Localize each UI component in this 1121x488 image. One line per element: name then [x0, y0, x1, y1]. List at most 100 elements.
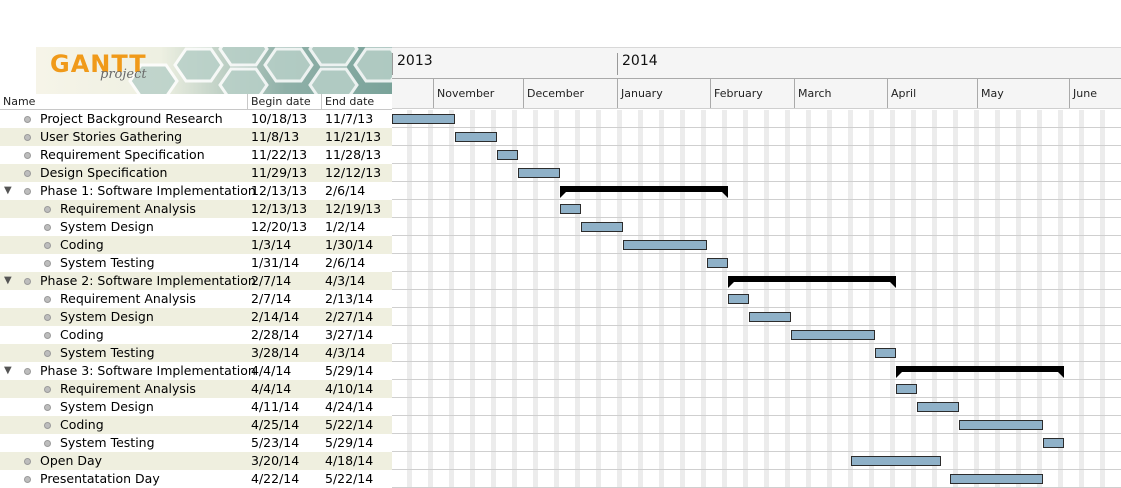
- task-name: System Testing: [60, 255, 155, 270]
- task-row[interactable]: Design Specification 11/29/13 12/12/13: [0, 164, 392, 182]
- task-row[interactable]: Presentatation Day 4/22/14 5/22/14: [0, 470, 392, 488]
- task-bar[interactable]: [896, 384, 917, 394]
- task-end-date: 11/21/13: [325, 129, 382, 144]
- weekend-shade: [449, 110, 454, 488]
- row-gridline: [392, 235, 1121, 236]
- task-bullet-icon: [24, 476, 31, 483]
- weekend-shade: [806, 110, 811, 488]
- task-bar[interactable]: [950, 474, 1043, 484]
- task-end-date: 3/27/14: [325, 327, 374, 342]
- task-row[interactable]: User Stories Gathering 11/8/13 11/21/13: [0, 128, 392, 146]
- task-row[interactable]: System Testing 1/31/14 2/6/14: [0, 254, 392, 272]
- task-bullet-icon: [44, 296, 51, 303]
- task-row[interactable]: Requirement Analysis 2/7/14 2/13/14: [0, 290, 392, 308]
- weekend-shade: [407, 110, 412, 488]
- column-header-end-date[interactable]: End date: [321, 94, 393, 109]
- column-header-name[interactable]: Name: [3, 95, 36, 108]
- row-gridline: [392, 217, 1121, 218]
- task-begin-date: 12/20/13: [251, 219, 308, 234]
- weekend-shade: [848, 110, 853, 488]
- weekend-shade: [932, 110, 937, 488]
- weekend-shade: [1079, 110, 1084, 488]
- year-label: 2014: [617, 53, 658, 75]
- month-label: May: [977, 79, 1004, 109]
- task-end-date: 12/19/13: [325, 201, 382, 216]
- task-row[interactable]: System Design 12/20/13 1/2/14: [0, 218, 392, 236]
- column-header-begin-date[interactable]: Begin date: [247, 94, 321, 109]
- task-bar[interactable]: [455, 132, 497, 142]
- task-bullet-icon: [44, 350, 51, 357]
- weekend-shade: [701, 110, 706, 488]
- task-bar[interactable]: [707, 258, 728, 268]
- hexagon-pattern-icon: [128, 47, 392, 94]
- task-table-header: Name Begin date End date: [0, 94, 392, 110]
- task-bar[interactable]: [851, 456, 941, 466]
- task-bar[interactable]: [497, 150, 518, 160]
- task-bar[interactable]: [749, 312, 791, 322]
- summary-bar[interactable]: [896, 366, 1064, 378]
- task-row[interactable]: Requirement Analysis 12/13/13 12/19/13: [0, 200, 392, 218]
- task-row[interactable]: Coding 2/28/14 3/27/14: [0, 326, 392, 344]
- weekend-shade: [533, 110, 538, 488]
- task-bar[interactable]: [959, 420, 1043, 430]
- row-gridline: [392, 415, 1121, 416]
- weekend-shade: [827, 110, 832, 488]
- task-bar[interactable]: [728, 294, 749, 304]
- task-bar[interactable]: [581, 222, 623, 232]
- weekend-shade: [953, 110, 958, 488]
- collapse-triangle-icon[interactable]: ▼: [4, 365, 12, 376]
- gantt-chart-area[interactable]: [392, 110, 1121, 488]
- task-row[interactable]: Requirement Specification 11/22/13 11/28/1…: [0, 146, 392, 164]
- weekend-shade: [1058, 110, 1063, 488]
- task-name: Requirement Specification: [40, 147, 205, 162]
- task-bar[interactable]: [518, 168, 560, 178]
- summary-bar[interactable]: [728, 276, 896, 288]
- task-begin-date: 2/7/14: [251, 273, 292, 288]
- task-row[interactable]: Coding 4/25/14 5/22/14: [0, 416, 392, 434]
- task-row[interactable]: System Testing 3/28/14 4/3/14: [0, 344, 392, 362]
- row-gridline: [392, 163, 1121, 164]
- task-row[interactable]: Open Day 3/20/14 4/18/14: [0, 452, 392, 470]
- header-divider: [392, 108, 1121, 109]
- task-bar[interactable]: [1043, 438, 1064, 448]
- task-row[interactable]: Project Background Research 10/18/13 11/7/…: [0, 110, 392, 128]
- task-bar[interactable]: [791, 330, 875, 340]
- task-end-date: 4/24/14: [325, 399, 374, 414]
- task-begin-date: 3/20/14: [251, 453, 300, 468]
- row-gridline: [392, 145, 1121, 146]
- task-bar[interactable]: [392, 114, 455, 124]
- task-row[interactable]: Requirement Analysis 4/4/14 4/10/14: [0, 380, 392, 398]
- weekend-shade: [722, 110, 727, 488]
- weekend-shade: [491, 110, 496, 488]
- task-bullet-icon: [24, 368, 31, 375]
- task-bar[interactable]: [560, 204, 581, 214]
- task-name: Design Specification: [40, 165, 168, 180]
- row-gridline: [392, 397, 1121, 398]
- timeline-header: 2013 2014 November December January Febr…: [392, 47, 1121, 109]
- task-bar[interactable]: [623, 240, 707, 250]
- task-bar[interactable]: [917, 402, 959, 412]
- row-gridline: [392, 271, 1121, 272]
- task-row[interactable]: ▼ Phase 2: Software Implementation 2/7/14 4…: [0, 272, 392, 290]
- task-name: System Testing: [60, 345, 155, 360]
- task-name: System Design: [60, 219, 154, 234]
- task-row[interactable]: ▼ Phase 3: Software Implementation 4/4/14 5…: [0, 362, 392, 380]
- task-begin-date: 12/13/13: [251, 183, 308, 198]
- task-bar[interactable]: [875, 348, 896, 358]
- task-row[interactable]: System Testing 5/23/14 5/29/14: [0, 434, 392, 452]
- task-row[interactable]: ▼ Phase 1: Software Implementation 12/13/1…: [0, 182, 392, 200]
- task-row[interactable]: Coding 1/3/14 1/30/14: [0, 236, 392, 254]
- gantt-project-logo: GANTT project: [36, 47, 392, 94]
- collapse-triangle-icon[interactable]: ▼: [4, 275, 12, 286]
- summary-bar[interactable]: [560, 186, 728, 198]
- task-bullet-icon: [44, 386, 51, 393]
- month-label: March: [794, 79, 832, 109]
- task-row[interactable]: System Design 2/14/14 2/27/14: [0, 308, 392, 326]
- task-bullet-icon: [24, 170, 31, 177]
- task-row[interactable]: System Design 4/11/14 4/24/14: [0, 398, 392, 416]
- collapse-triangle-icon[interactable]: ▼: [4, 185, 12, 196]
- task-bullet-icon: [24, 134, 31, 141]
- task-begin-date: 5/23/14: [251, 435, 300, 450]
- month-label: April: [887, 79, 916, 109]
- task-bullet-icon: [44, 440, 51, 447]
